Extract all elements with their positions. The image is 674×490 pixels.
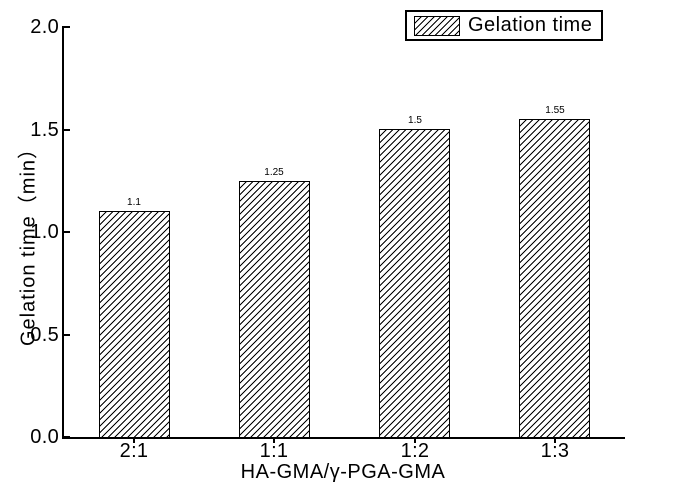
x-axis-line [62, 437, 625, 439]
x-tick-mark [273, 439, 275, 443]
y-tick-mark [64, 26, 70, 28]
x-tick-label: 2:1 [119, 440, 149, 462]
x-tick-label: 1:1 [259, 440, 289, 462]
x-tick-mark [133, 439, 135, 443]
bar-1:2 [379, 129, 450, 438]
bar-1:3 [519, 119, 590, 438]
y-tick-mark [64, 231, 70, 233]
legend-hatch-swatch-icon [414, 15, 460, 36]
bar-value-label: 1.25 [264, 167, 284, 178]
y-tick-mark [64, 128, 70, 131]
bar-value-label: 1.55 [545, 105, 565, 116]
bar-1:1 [239, 181, 310, 438]
x-tick-label: 1:3 [540, 440, 570, 462]
x-axis-title: HA-GMA/γ-PGA-GMA [240, 461, 446, 483]
y-tick-label: 1.5 [30, 118, 59, 141]
bar-2:1 [99, 211, 170, 438]
y-tick-label: 0.5 [30, 323, 59, 346]
y-tick-label: 1.0 [30, 221, 59, 243]
bar-value-label: 1.1 [127, 197, 141, 208]
y-axis-line [62, 26, 64, 439]
legend-label: Gelation time [468, 14, 593, 36]
bar-value-label: 1.5 [408, 115, 422, 126]
y-tick-mark [64, 333, 70, 336]
y-tick-label: 0.0 [30, 426, 59, 448]
y-tick-mark [64, 436, 70, 438]
y-tick-label: 2.0 [30, 16, 59, 38]
x-tick-label: 1:2 [400, 440, 430, 462]
legend: Gelation time [405, 10, 603, 41]
x-tick-mark [554, 439, 556, 443]
x-tick-mark [414, 439, 416, 443]
